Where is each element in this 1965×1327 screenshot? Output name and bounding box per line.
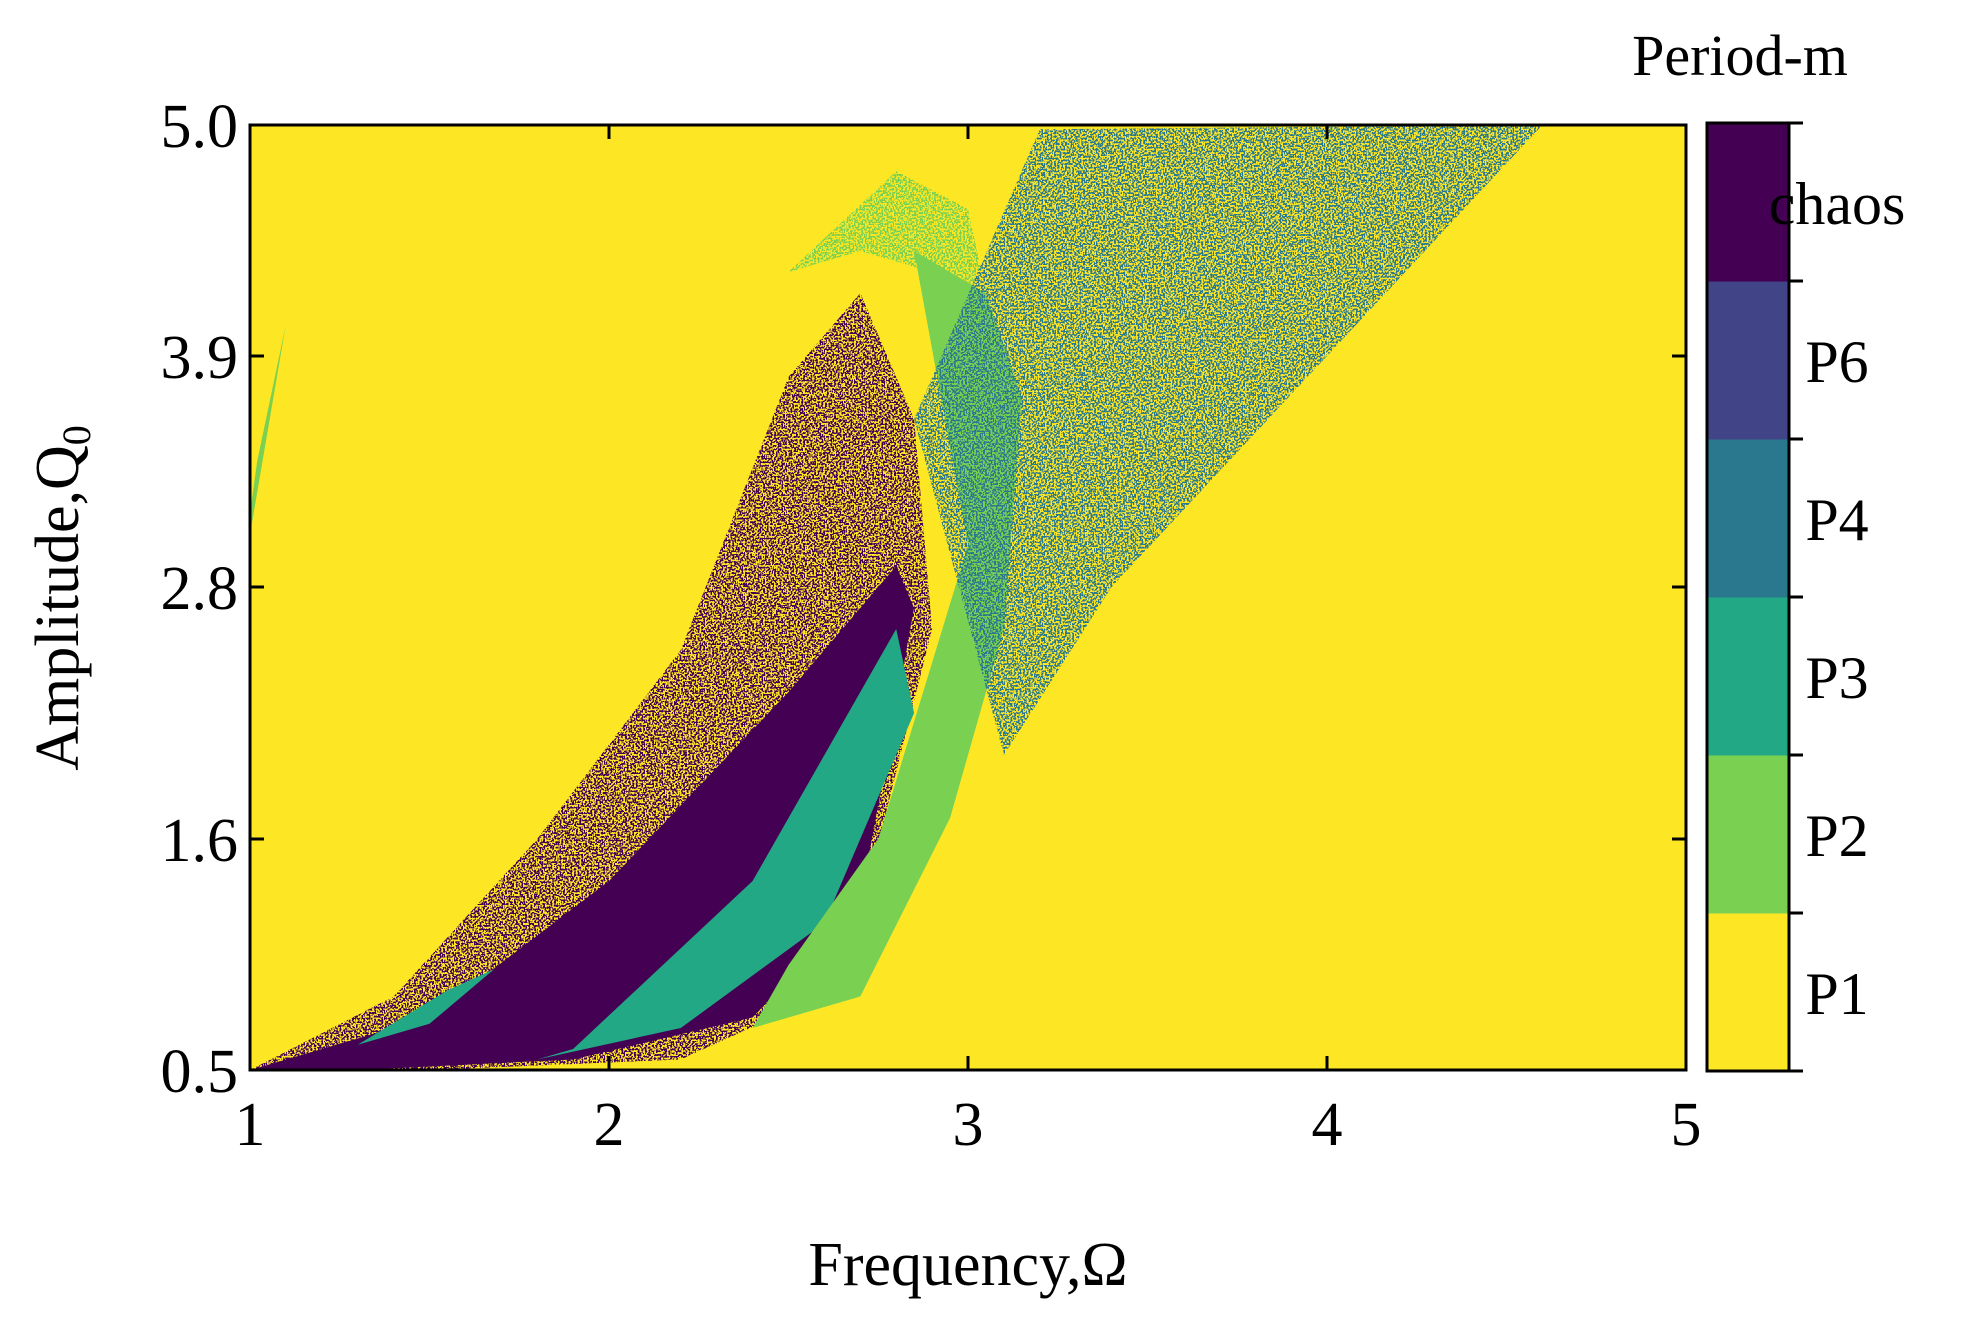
y-axis-label-main: Amplitude,Q — [24, 445, 92, 770]
region-p2-6 — [788, 171, 1004, 377]
x-tick-label: 4 — [1312, 1091, 1343, 1159]
colorbar-segment-p6 — [1707, 281, 1789, 440]
colorbar-segment-p2 — [1707, 755, 1789, 914]
x-tick-label: 3 — [953, 1091, 984, 1159]
colorbar-label-p4: P4 — [1805, 487, 1868, 553]
y-tick-label: 2.8 — [161, 555, 239, 623]
y-axis-ticks: 0.5 1.6 2.8 3.9 5.0 — [161, 93, 1686, 1106]
colorbar-frame — [1705, 121, 1791, 1073]
region-p3-4 — [357, 969, 495, 1045]
colorbar-segment-p3 — [1707, 597, 1789, 756]
heatmap-regions — [250, 125, 1543, 1070]
y-tick-label: 5.0 — [161, 93, 239, 161]
x-axis-label: Frequency,Ω — [808, 1231, 1127, 1299]
colorbar-label-chaos: chaos — [1769, 171, 1906, 237]
y-tick-label: 1.6 — [161, 807, 239, 875]
y-tick-label: 3.9 — [161, 324, 239, 392]
region-p3-3 — [537, 629, 915, 1060]
colorbar-segment-p1 — [1707, 913, 1789, 1072]
colorbar-segment-chaos — [1707, 123, 1789, 282]
y-tick-label: 0.5 — [161, 1038, 239, 1106]
colorbar-segment-p4 — [1707, 439, 1789, 598]
colorbar-label-p2: P2 — [1805, 803, 1868, 869]
region-p2-0 — [250, 324, 286, 535]
colorbar-label-p6: P6 — [1805, 329, 1868, 395]
y-axis-label-subscript: 0 — [54, 425, 99, 445]
x-tick-label: 5 — [1671, 1091, 1702, 1159]
region-p4-7 — [914, 125, 1543, 755]
y-axis-label: Amplitude,Q0 — [24, 425, 99, 770]
colorbar-title: Period-m — [1632, 23, 1848, 88]
x-tick-label: 2 — [594, 1091, 625, 1159]
colorbar-label-p1: P1 — [1805, 961, 1868, 1027]
heatmap-plot-area — [248, 123, 1688, 1072]
colorbar: P1 P2 P3 P4 P6 chaos — [1705, 121, 1906, 1073]
colorbar-label-p3: P3 — [1805, 645, 1868, 711]
x-axis-ticks: 1 2 3 4 5 — [235, 125, 1702, 1159]
x-tick-label: 1 — [235, 1091, 266, 1159]
